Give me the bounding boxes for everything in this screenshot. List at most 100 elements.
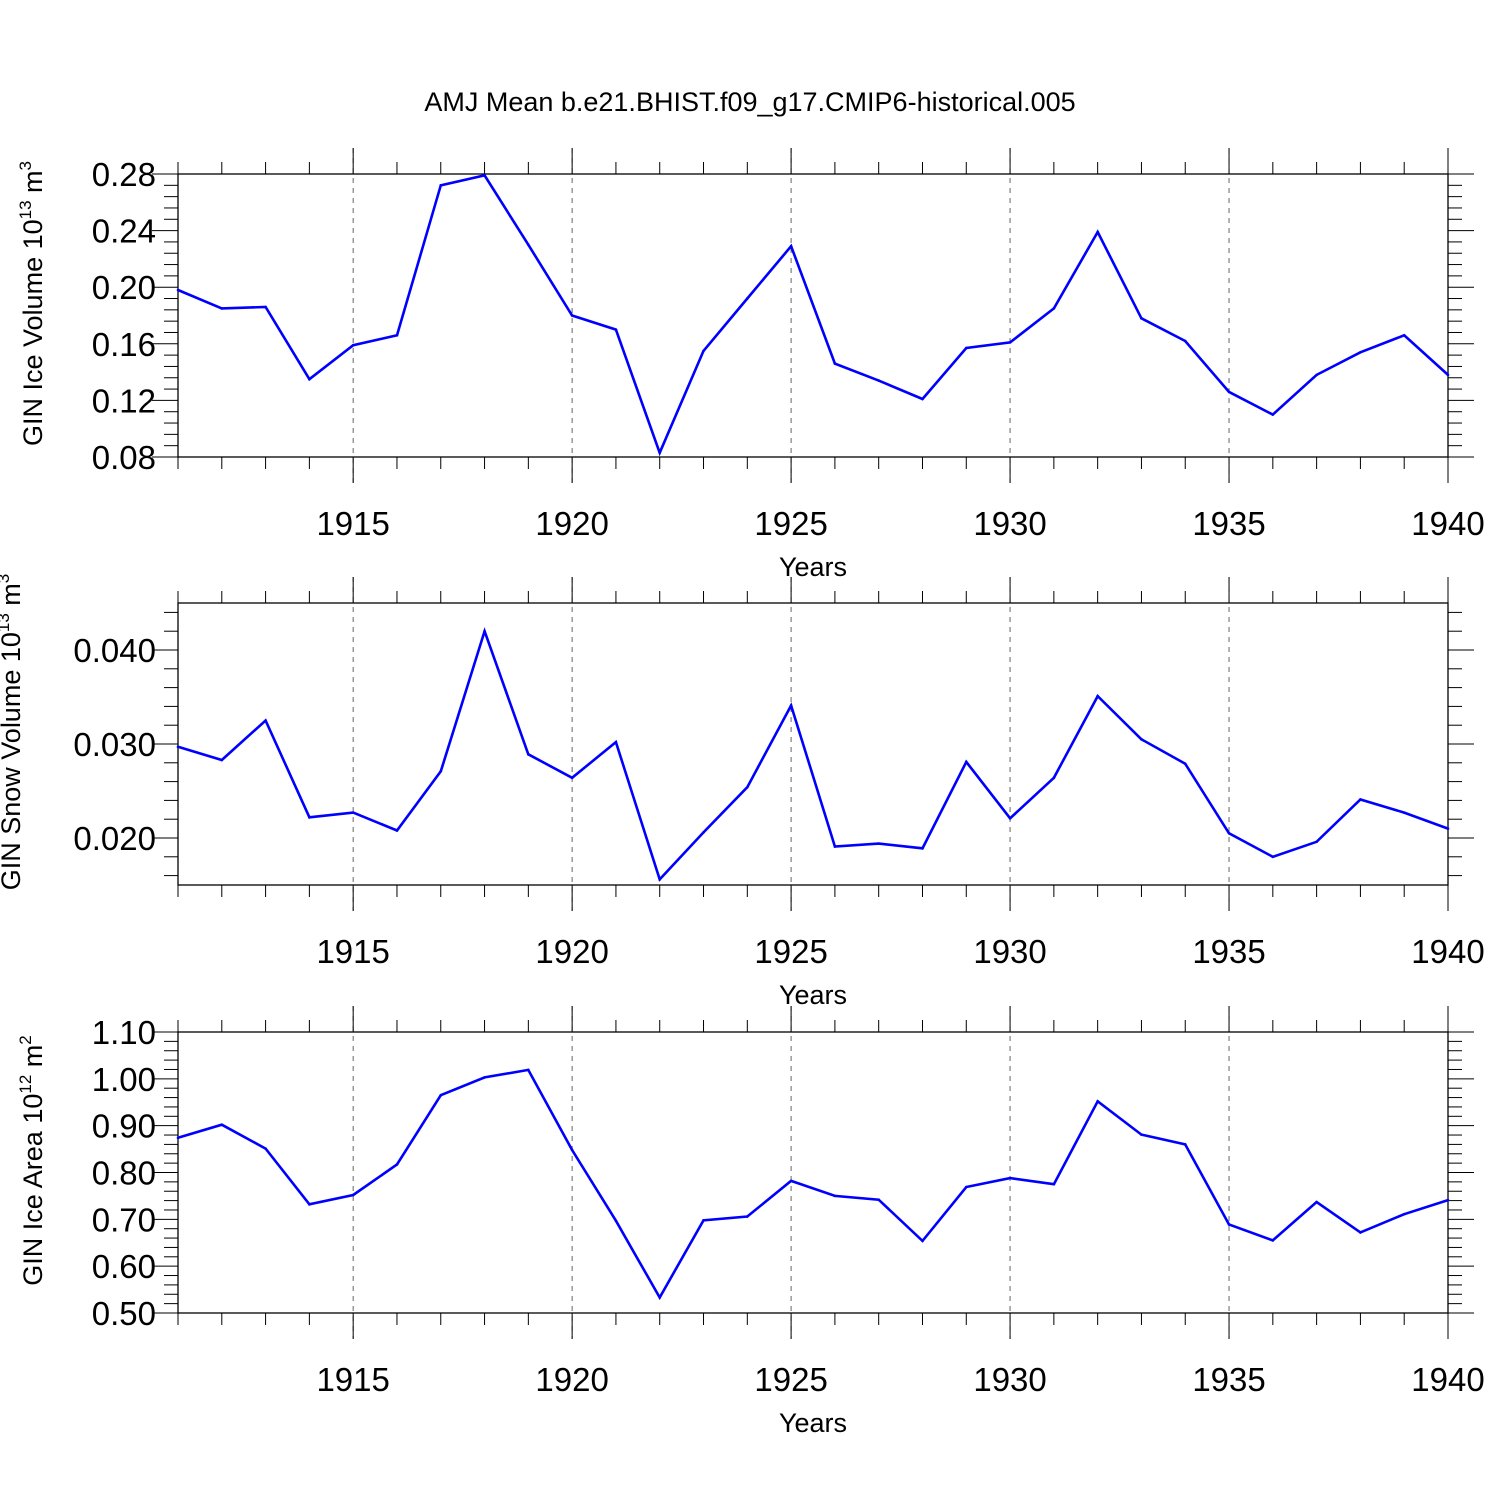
data-point [1140,1133,1143,1136]
y-tick-label: 0.80 [92,1155,156,1192]
data-point [439,769,443,773]
data-point [1183,339,1187,343]
x-tick-label: 1915 [316,505,389,542]
x-tick-label: 1930 [973,505,1046,542]
x-tick-label: 1940 [1411,505,1484,542]
chart-panel-3: 0.50 0.60 0.70 0.80 0.90 1.00 1.10 1915 1920 1925… [16,1006,1485,1438]
x-tick-label: 1940 [1411,933,1484,970]
data-point [1446,373,1450,377]
y-tick-label: 0.90 [92,1108,156,1145]
data-point [877,842,880,845]
x-tick-label: 1920 [535,1361,608,1398]
data-point [1315,840,1318,844]
data-point [264,1147,267,1150]
data-point [1096,694,1099,698]
data-point [351,811,355,814]
data-point [1359,1231,1362,1234]
plot-frame [177,1031,1449,1314]
data-point [1052,1182,1056,1186]
data-point [614,1219,618,1223]
chart-panel-2: 0.020 0.030 0.040 1915 1920 1925 1930 1935 1940 Y… [0,574,1485,1010]
data-point [1096,1100,1099,1103]
y-tick-label: 0.030 [73,726,156,763]
x-axis-title: Years [779,1408,847,1438]
data-point [1227,390,1231,394]
x-tick-label: 1915 [316,1361,389,1398]
data-point [176,1136,180,1140]
data-point [921,1239,924,1243]
x-tick-label: 1925 [754,933,827,970]
data-point [1315,1200,1318,1204]
x-tick-label: 1920 [535,933,608,970]
y-tick-label: 0.24 [92,213,156,250]
data-point [176,745,180,749]
data-point [220,1123,224,1127]
data-point [1008,816,1012,820]
data-point [395,1163,399,1166]
data-point [702,831,705,834]
data-point [702,1218,705,1222]
data-point [789,1179,793,1183]
chart-panel-1: 0.08 0.12 0.16 0.20 0.24 0.28 1915 1920 1925 1930… [16,148,1485,582]
data-point [1227,1223,1231,1226]
data-point [176,288,180,292]
data-point [1140,738,1143,741]
data-point [1359,798,1362,801]
data-point [308,377,311,381]
plot-frame [177,173,1449,458]
data-point [877,379,880,382]
data-point [1008,341,1012,344]
y-axis-title: GIN Ice Area 1012 m2 [16,1035,48,1286]
data-point [395,829,399,832]
x-tick-label: 1925 [754,505,827,542]
data-point [527,1068,530,1072]
data-point [1402,1212,1406,1216]
data-point [833,362,837,365]
data-point [1446,827,1450,830]
data-point [833,1194,837,1198]
data-point [527,753,530,756]
x-tick-label: 1940 [1411,1361,1484,1398]
data-point [614,740,618,744]
y-tick-label: 0.040 [73,632,156,669]
y-tick-label: 1.00 [92,1061,156,1098]
data-point [964,346,968,350]
x-tick-label: 1920 [535,505,608,542]
data-point [483,174,486,177]
data-point [1359,350,1362,354]
data-point [1446,1198,1450,1202]
data-point [395,334,399,337]
data-point [1402,334,1406,337]
y-tick-label: 0.12 [92,382,156,419]
data-point [264,719,267,722]
x-tick-label: 1930 [973,933,1046,970]
data-point [1402,811,1406,814]
data-point [351,343,355,347]
data-point [1271,1239,1275,1242]
data-point [483,1076,486,1079]
data-point [789,704,793,707]
x-tick-label: 1915 [316,933,389,970]
y-tick-label: 0.50 [92,1295,156,1332]
data-point [527,243,530,247]
data-point [220,758,224,762]
data-point [1315,373,1318,377]
data-point [570,1148,574,1152]
data-point [570,314,574,317]
data-point [702,349,705,353]
x-tick-label: 1935 [1192,505,1265,542]
data-point [921,847,924,850]
y-tick-label: 0.020 [73,820,156,857]
y-axis-title: GIN Snow Volume 1013 m3 [0,574,26,891]
data-point [351,1193,355,1197]
data-point [746,1215,749,1218]
data-point [921,397,924,401]
data-point [220,307,224,310]
data-point [1008,1176,1012,1180]
y-tick-label: 1.10 [92,1014,156,1051]
y-tick-label: 0.70 [92,1201,156,1238]
x-tick-label: 1930 [973,1361,1046,1398]
data-point [439,1093,443,1097]
chart-title: AMJ Mean b.e21.BHIST.f09_g17.CMIP6-histo… [424,87,1075,117]
